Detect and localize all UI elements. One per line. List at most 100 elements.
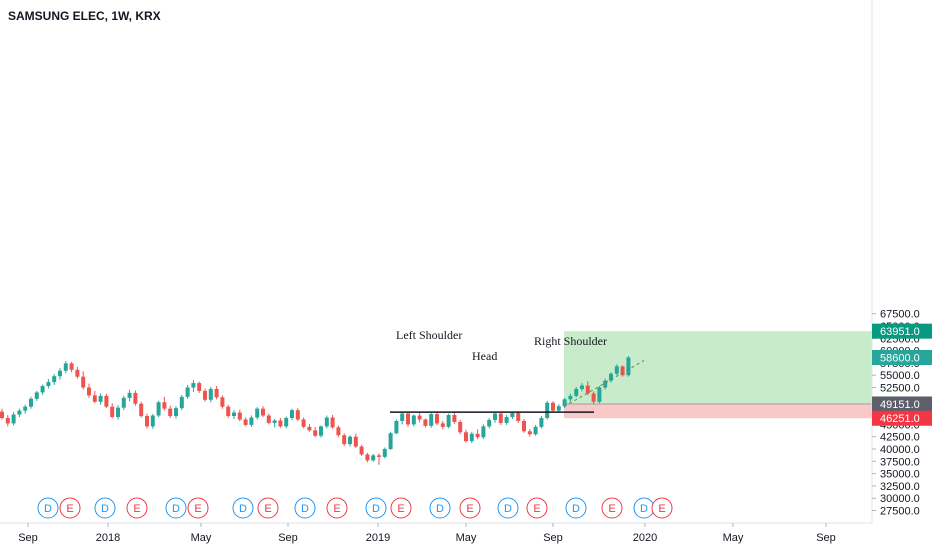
price-badge-label: 63951.0 — [880, 326, 920, 338]
candle-down — [69, 363, 74, 370]
price-tick-label: 30000.0 — [880, 493, 920, 505]
event-circle — [459, 497, 481, 519]
event-letter: D — [101, 503, 109, 515]
price-badge-target — [872, 323, 932, 339]
candle-down — [139, 403, 144, 417]
price-badge-label: 58600.0 — [880, 352, 920, 364]
candle-up — [11, 414, 16, 424]
candle-down — [214, 388, 219, 398]
time-tick-label: May — [723, 532, 744, 544]
candle-up — [98, 395, 103, 402]
candle-up — [394, 420, 399, 434]
event-letter: E — [66, 503, 73, 515]
dividend-marker[interactable]: D — [94, 497, 116, 519]
earnings-marker[interactable]: E — [187, 497, 209, 519]
candle-down — [220, 397, 225, 407]
candle-up — [493, 413, 497, 420]
candle-up — [562, 399, 567, 407]
candle-down — [620, 366, 625, 376]
candle-down — [365, 454, 370, 461]
dividend-marker[interactable]: D — [232, 497, 254, 519]
price-tick-label: 27500.0 — [880, 506, 920, 518]
earnings-marker[interactable]: E — [459, 497, 481, 519]
candle-up — [290, 410, 294, 419]
candle-down — [423, 419, 428, 426]
candle-up — [446, 415, 451, 427]
candle-up — [46, 382, 51, 387]
earnings-marker[interactable]: E — [526, 497, 548, 519]
earnings-marker[interactable]: E — [326, 497, 348, 519]
candle-up — [185, 387, 190, 397]
event-letter: D — [572, 503, 580, 515]
candle-up — [249, 417, 254, 425]
earnings-marker[interactable]: E — [59, 497, 81, 519]
candle-up — [208, 388, 213, 400]
earnings-marker[interactable]: E — [257, 497, 279, 519]
event-circle — [232, 497, 254, 519]
candle-down — [406, 413, 410, 425]
candle-up — [58, 370, 62, 377]
candle-down — [353, 436, 358, 447]
earnings-marker[interactable]: E — [126, 497, 148, 519]
candle-down — [237, 412, 242, 420]
candle-up — [614, 366, 619, 374]
event-circle — [390, 497, 412, 519]
dividend-marker[interactable]: D — [37, 497, 59, 519]
candle-up — [121, 397, 126, 408]
candle-down — [75, 369, 80, 377]
price-badge-last — [872, 349, 932, 365]
event-circle — [187, 497, 209, 519]
dividend-marker[interactable]: D — [429, 497, 451, 519]
candle-up — [382, 449, 387, 457]
dividend-marker[interactable]: D — [565, 497, 587, 519]
candle-up — [411, 415, 416, 425]
event-letter: D — [372, 503, 380, 515]
price-tick-label: 40000.0 — [880, 444, 920, 456]
dividend-marker[interactable]: D — [633, 497, 655, 519]
event-circle — [326, 497, 348, 519]
candle-up — [150, 415, 155, 427]
candle-down — [585, 385, 590, 394]
candle-up — [34, 392, 39, 399]
candle-up — [597, 387, 602, 402]
candle-down — [243, 419, 248, 425]
candle-up — [29, 398, 33, 407]
time-tick-label: 2018 — [96, 532, 120, 544]
candle-up — [23, 406, 28, 411]
candle-down — [498, 413, 503, 423]
event-circle — [497, 497, 519, 519]
dividend-marker[interactable]: D — [365, 497, 387, 519]
dividend-marker[interactable]: D — [294, 497, 316, 519]
earnings-marker[interactable]: E — [601, 497, 623, 519]
candle-down — [278, 420, 283, 427]
candle-down — [203, 390, 207, 400]
time-tick-label: May — [191, 532, 212, 544]
event-circle — [94, 497, 116, 519]
time-tick-label: May — [456, 532, 477, 544]
profit-zone — [564, 331, 872, 404]
candle-down — [295, 410, 300, 420]
earnings-marker[interactable]: E — [390, 497, 412, 519]
candle-down — [527, 431, 532, 435]
event-circle — [126, 497, 148, 519]
candle-up — [545, 402, 550, 419]
candle-up — [284, 418, 289, 427]
loss-zone — [564, 403, 872, 419]
dividend-marker[interactable]: D — [165, 497, 187, 519]
candle-down — [452, 415, 457, 422]
candle-down — [81, 376, 86, 388]
event-circle — [165, 497, 187, 519]
event-circle — [429, 497, 451, 519]
candle-down — [359, 446, 364, 455]
candle-up — [63, 363, 68, 371]
candle-down — [516, 413, 521, 421]
event-letter: E — [194, 503, 201, 515]
time-tick-label: Sep — [816, 532, 836, 544]
candle-up — [40, 386, 45, 393]
event-letter: E — [608, 503, 615, 515]
dividend-marker[interactable]: D — [497, 497, 519, 519]
earnings-marker[interactable]: E — [651, 497, 673, 519]
price-badge-label: 46251.0 — [880, 413, 920, 425]
candle-down — [330, 417, 335, 428]
